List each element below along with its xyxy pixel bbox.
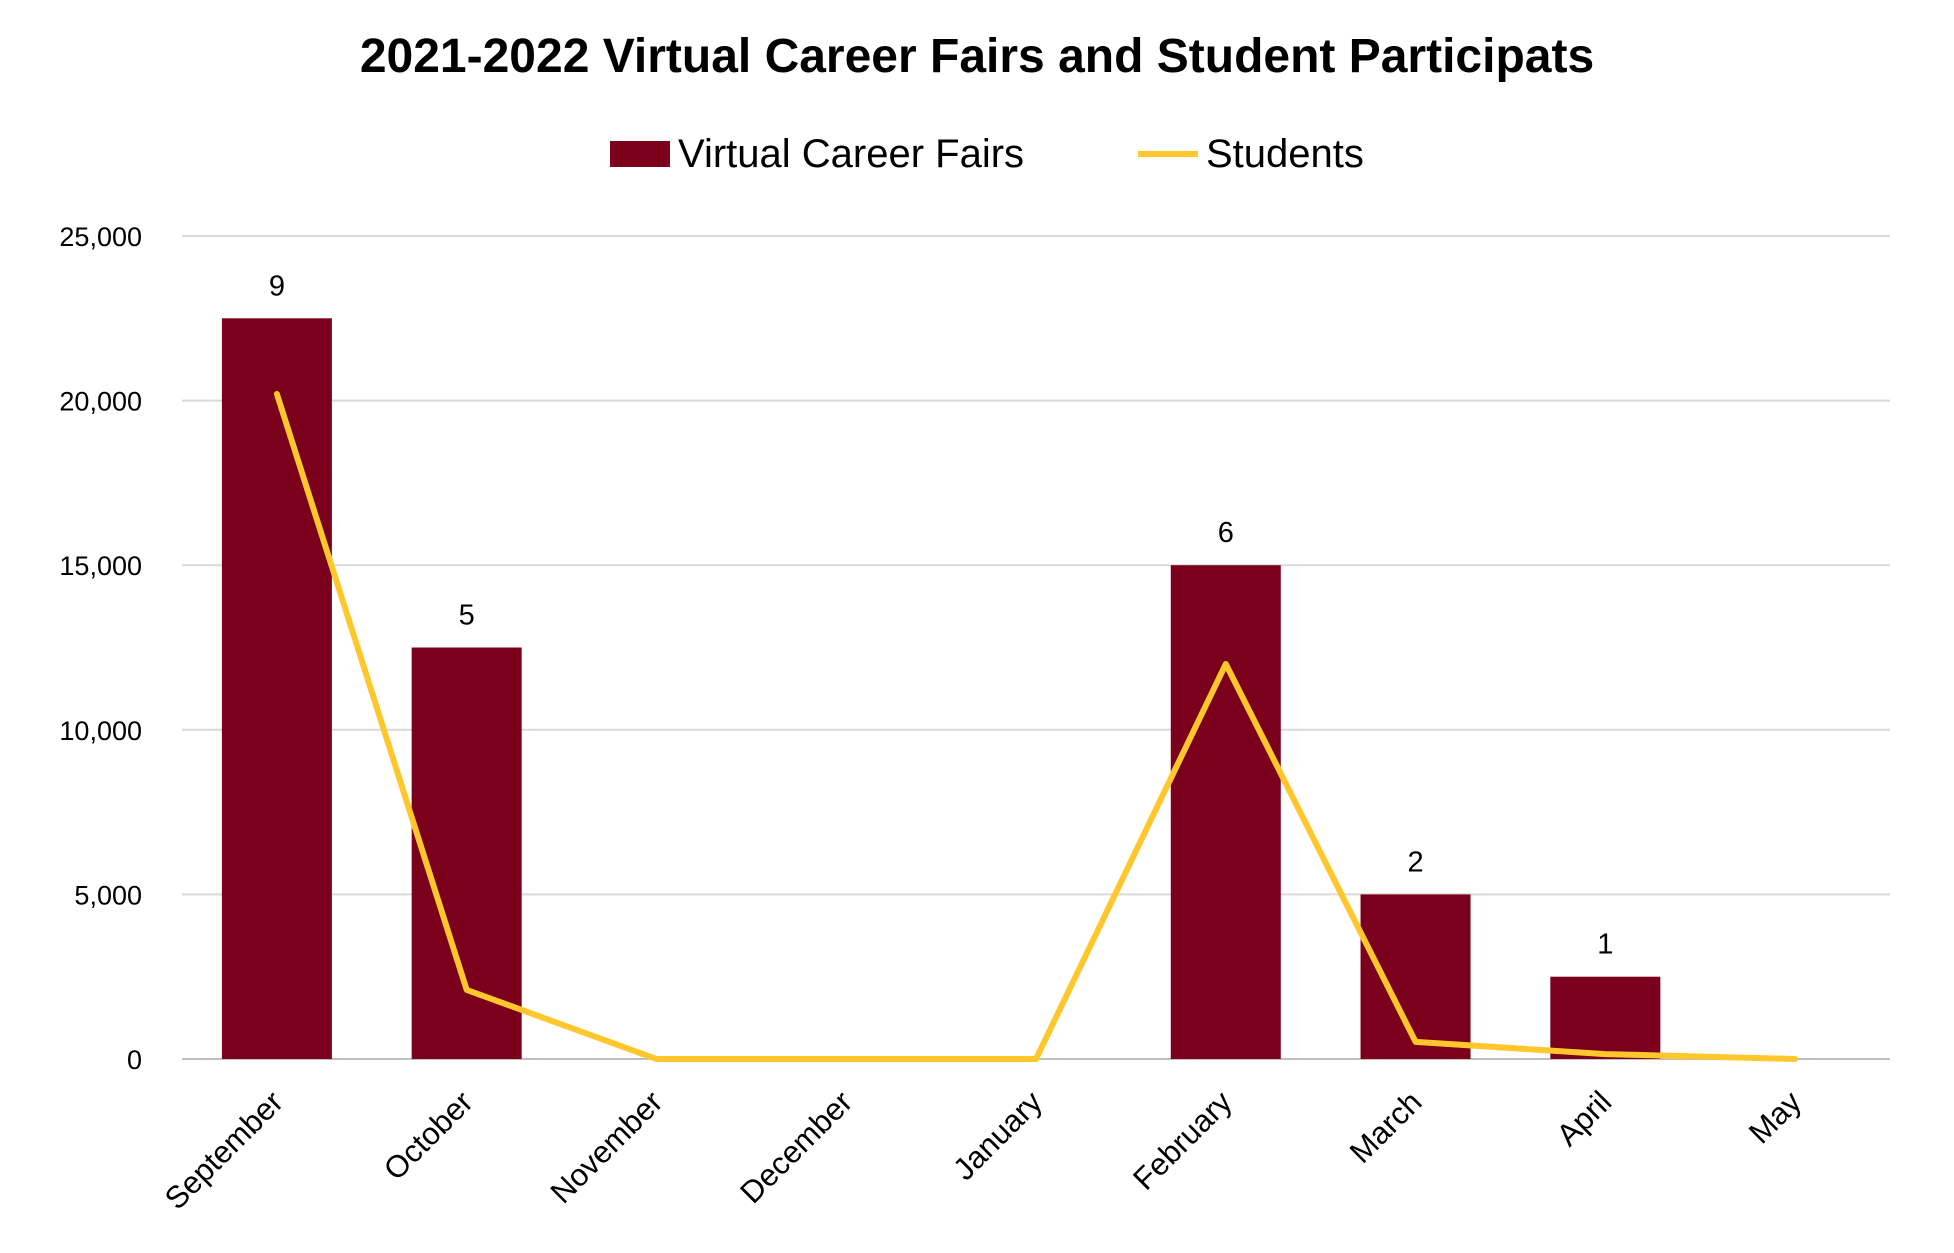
bar-series-virtual-career-fairs bbox=[221, 318, 1661, 1059]
legend-swatch-virtual-career-fairs bbox=[610, 141, 670, 167]
bar-data-label: 1 bbox=[1597, 929, 1613, 961]
x-category-label: January bbox=[946, 1084, 1049, 1187]
y-tick-label: 10,000 bbox=[59, 716, 142, 746]
bar-data-label: 9 bbox=[269, 270, 285, 302]
y-tick-label: 25,000 bbox=[59, 222, 142, 252]
bar bbox=[1360, 894, 1471, 1059]
bar bbox=[1550, 976, 1661, 1059]
y-tick-label: 0 bbox=[127, 1045, 142, 1075]
bar-data-label: 2 bbox=[1407, 846, 1423, 878]
x-category-label: February bbox=[1126, 1084, 1239, 1197]
x-category-label: September bbox=[158, 1084, 290, 1216]
x-category-label: March bbox=[1343, 1084, 1429, 1170]
legend: Virtual Career Fairs Students bbox=[610, 132, 1364, 176]
bar bbox=[221, 318, 332, 1059]
chart-title: 2021-2022 Virtual Career Fairs and Stude… bbox=[360, 30, 1594, 83]
x-axis-category-labels: September October November December January F… bbox=[158, 1084, 1809, 1216]
bar-data-labels: 9 5 6 2 1 bbox=[269, 270, 1614, 960]
x-category-label: December bbox=[733, 1084, 859, 1210]
bar bbox=[1170, 565, 1281, 1059]
y-axis-tick-labels: 0 5,000 10,000 15,000 20,000 25,000 bbox=[59, 222, 142, 1075]
bar-data-label: 5 bbox=[459, 600, 475, 632]
y-tick-label: 5,000 bbox=[74, 880, 142, 910]
legend-label-students: Students bbox=[1206, 132, 1364, 176]
x-category-label: May bbox=[1742, 1084, 1809, 1151]
bar bbox=[411, 647, 522, 1059]
x-category-label: November bbox=[544, 1084, 670, 1210]
bar-data-label: 6 bbox=[1218, 517, 1234, 549]
line-series-students bbox=[273, 391, 1799, 1062]
x-category-label: April bbox=[1550, 1084, 1619, 1153]
y-tick-label: 15,000 bbox=[59, 551, 142, 581]
legend-label-virtual-career-fairs: Virtual Career Fairs bbox=[678, 132, 1024, 176]
y-tick-label: 20,000 bbox=[59, 387, 142, 417]
x-category-label: October bbox=[377, 1084, 480, 1187]
students-line bbox=[273, 391, 1799, 1062]
